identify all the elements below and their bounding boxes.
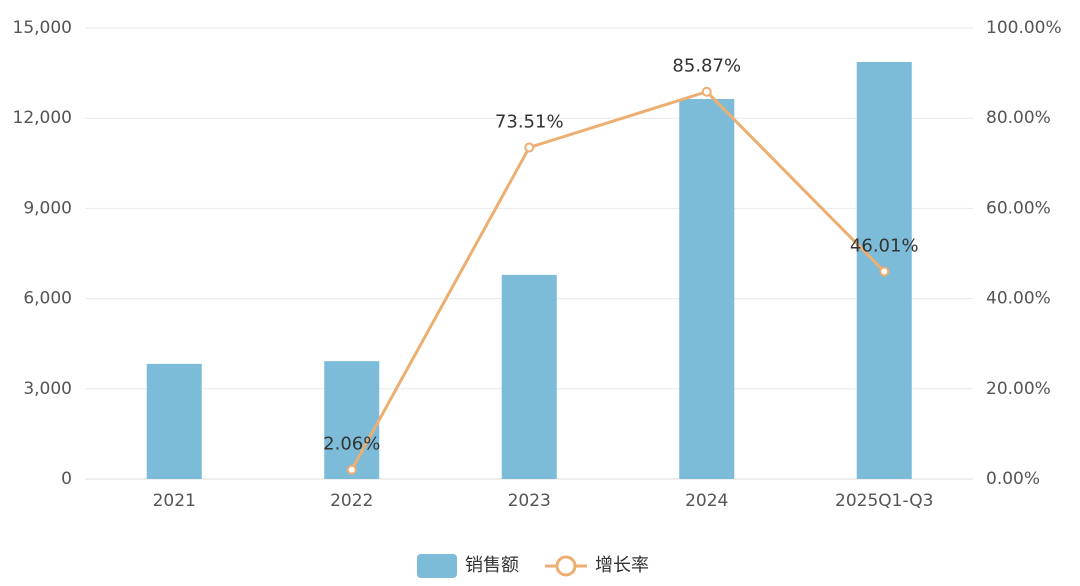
bar — [324, 361, 380, 479]
x-tick-label: 2025Q1-Q3 — [835, 491, 933, 511]
line-point — [524, 142, 535, 153]
data-label: 73.51% — [495, 111, 564, 132]
legend-label: 增长率 — [595, 555, 649, 576]
x-tick-label: 2022 — [330, 491, 373, 511]
legend-swatch — [555, 555, 577, 577]
line-point — [346, 464, 357, 475]
y-tick-label: 6,000 — [23, 289, 72, 309]
y-tick-label: 12,000 — [13, 108, 72, 128]
y2-tick-label: 60.00% — [986, 198, 1051, 218]
y2-tick-label: 20.00% — [986, 379, 1051, 399]
data-label: 2.06% — [323, 434, 380, 455]
y2-tick-label: 80.00% — [986, 108, 1051, 128]
x-tick-label: 2023 — [508, 491, 551, 511]
y2-tick-label: 40.00% — [986, 289, 1051, 309]
y-tick-label: 3,000 — [23, 379, 72, 399]
x-tick-label: 2024 — [685, 491, 728, 511]
y2-tick-label: 100.00% — [986, 18, 1062, 38]
y-tick-label: 0 — [61, 469, 72, 489]
bar — [146, 363, 202, 479]
y2-tick-label: 0.00% — [986, 469, 1040, 489]
data-label: 85.87% — [672, 56, 741, 77]
legend-swatch — [417, 554, 457, 578]
line-point — [701, 86, 712, 97]
bar — [679, 98, 735, 479]
line-point — [879, 266, 890, 277]
y-tick-label: 15,000 — [13, 18, 72, 38]
data-label: 46.01% — [850, 235, 919, 256]
bar — [501, 274, 557, 479]
x-tick-label: 2021 — [153, 491, 196, 511]
y-tick-label: 9,000 — [23, 198, 72, 218]
line — [350, 90, 886, 471]
legend-label: 销售额 — [465, 555, 519, 576]
